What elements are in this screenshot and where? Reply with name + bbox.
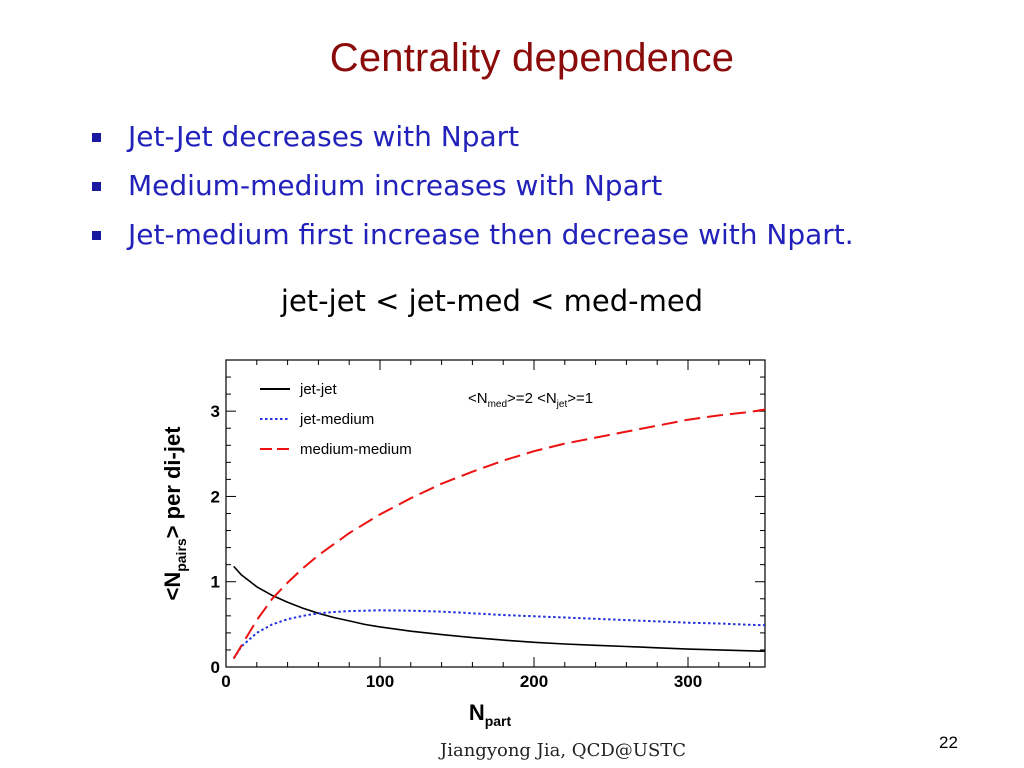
x-axis-label-main: N bbox=[469, 700, 485, 725]
y-axis-label: <Npairs> per di-jet bbox=[160, 426, 189, 601]
relation-statement: jet-jet < jet-med < med-med bbox=[280, 284, 704, 318]
legend-label: jet-medium bbox=[299, 411, 374, 428]
series-line-medium-medium bbox=[232, 408, 766, 660]
y-axis-label-sub: pairs bbox=[173, 538, 189, 572]
bullet-item: Medium-medium increases with Npart bbox=[92, 161, 854, 210]
chart-legend: jet-jet jet-medium medium-medium bbox=[260, 381, 412, 458]
series-line-jet-medium bbox=[232, 609, 766, 660]
x-tick-label: 100 bbox=[366, 672, 394, 691]
x-axis-label-sub: part bbox=[485, 713, 512, 729]
series-lines bbox=[232, 408, 766, 660]
page-number: 22 bbox=[939, 733, 958, 752]
bullet-text: Jet-Jet decreases with Npart bbox=[128, 120, 520, 153]
legend-label: medium-medium bbox=[300, 441, 412, 458]
y-tick-label: 0 bbox=[211, 658, 220, 677]
y-tick-label: 2 bbox=[211, 487, 220, 506]
y-tick-label: 1 bbox=[211, 573, 220, 592]
axis-ticks: 0 100 200 300 0 1 2 3 bbox=[211, 359, 765, 691]
square-bullet-icon bbox=[92, 182, 101, 191]
slide-title: Centrality dependence bbox=[329, 36, 735, 80]
x-tick-label: 300 bbox=[674, 672, 702, 691]
x-axis-label: Npart bbox=[469, 700, 512, 729]
centrality-chart: 0 100 200 300 0 1 2 3 <Npairs> per di-jet Npart… bbox=[150, 350, 780, 730]
y-axis-label-main: <N bbox=[160, 572, 185, 601]
bullet-item: Jet-Jet decreases with Npart bbox=[92, 112, 854, 161]
slide-footer: Jiangyong Jia, QCD@USTC bbox=[440, 740, 687, 761]
bullet-list: Jet-Jet decreases with Npart Medium-medi… bbox=[92, 112, 854, 259]
bullet-text: Jet-medium first increase then decrease … bbox=[128, 218, 854, 251]
series-line-jet-jet bbox=[233, 565, 766, 652]
bullet-text: Medium-medium increases with Npart bbox=[128, 169, 663, 202]
y-tick-label: 3 bbox=[211, 402, 220, 421]
x-tick-label: 0 bbox=[221, 672, 230, 691]
bullet-item: Jet-medium first increase then decrease … bbox=[92, 210, 854, 259]
square-bullet-icon bbox=[92, 133, 101, 142]
legend-label: jet-jet bbox=[299, 381, 338, 398]
square-bullet-icon bbox=[92, 231, 101, 240]
chart-annotation: <Nmed>=2 <Njet>=1 bbox=[468, 390, 593, 410]
x-tick-label: 200 bbox=[520, 672, 548, 691]
y-axis-label-rest: > per di-jet bbox=[160, 426, 185, 539]
